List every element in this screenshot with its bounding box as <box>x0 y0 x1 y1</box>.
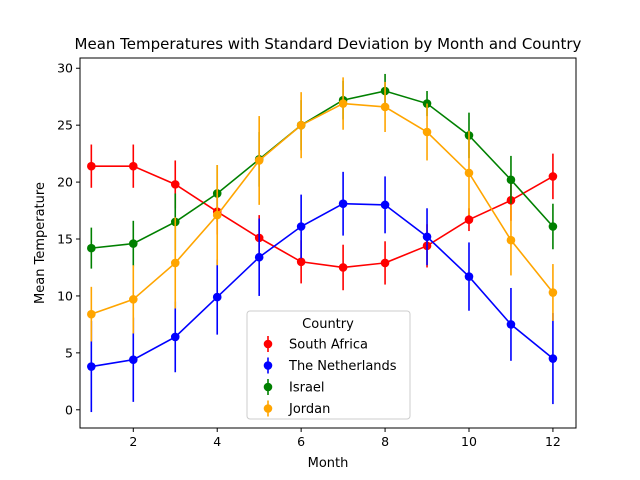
data-point <box>548 288 558 297</box>
y-tick-label: 0 <box>65 402 73 417</box>
series-line <box>91 90 554 249</box>
legend-entry: The Netherlands <box>263 357 397 374</box>
data-point <box>464 272 474 281</box>
data-point <box>380 200 390 210</box>
y-tick-label: 10 <box>57 288 73 303</box>
data-point <box>422 127 432 137</box>
legend-label: Jordan <box>288 402 330 417</box>
legend-title: Country <box>302 317 354 332</box>
legend-label: The Netherlands <box>288 359 397 374</box>
data-point <box>506 320 516 329</box>
data-point <box>338 263 348 272</box>
data-point <box>422 99 432 108</box>
data-point <box>548 172 558 181</box>
legend-entry: South Africa <box>263 336 368 353</box>
x-axis-label: Month <box>308 456 349 471</box>
y-axis: 0 5 10 15 20 25 30 <box>57 61 80 417</box>
data-point <box>254 252 264 262</box>
y-tick-label: 15 <box>57 232 73 247</box>
data-point <box>87 161 96 171</box>
legend-label: South Africa <box>289 338 368 353</box>
x-tick-label: 12 <box>545 434 561 449</box>
legend-marker <box>263 339 273 349</box>
legend-entry: Jordan <box>263 400 330 417</box>
series-layer <box>87 73 558 413</box>
data-point <box>338 199 348 209</box>
y-tick-label: 20 <box>57 175 73 190</box>
data-point <box>548 222 558 231</box>
y-axis-label: Mean Temperature <box>33 182 48 304</box>
x-tick-label: 6 <box>297 434 305 449</box>
legend-marker <box>263 404 273 413</box>
data-point <box>422 232 432 242</box>
legend-entry: Israel <box>263 379 325 396</box>
series <box>87 171 558 413</box>
x-axis: 2 4 6 8 10 12 <box>129 428 561 449</box>
data-point <box>87 362 96 371</box>
data-point <box>212 292 222 302</box>
data-point <box>212 210 222 220</box>
data-point <box>87 243 96 253</box>
series-line <box>91 102 554 315</box>
data-point <box>170 258 180 268</box>
data-point <box>128 295 138 304</box>
data-point <box>170 332 180 342</box>
data-point <box>128 239 138 248</box>
legend-entries: South Africa The Netherlands Israel Jordan <box>263 336 397 417</box>
legend-marker <box>263 361 273 370</box>
legend-box <box>246 310 411 420</box>
data-point <box>254 156 264 165</box>
data-point <box>506 175 516 185</box>
x-tick-label: 8 <box>381 434 389 449</box>
legend-marker <box>263 382 273 392</box>
plot-area <box>79 57 577 429</box>
data-point <box>128 355 138 364</box>
chart-title: Mean Temperatures with Standard Deviatio… <box>75 35 582 53</box>
data-point <box>296 222 306 231</box>
data-point <box>296 257 306 267</box>
x-tick-label: 2 <box>129 434 137 449</box>
data-point <box>338 99 348 108</box>
data-point <box>87 309 96 319</box>
data-point <box>464 215 474 224</box>
series <box>87 144 558 291</box>
data-point <box>464 168 474 178</box>
data-point <box>170 180 180 189</box>
data-point <box>128 161 138 171</box>
data-point <box>296 120 306 130</box>
data-point <box>548 354 558 363</box>
data-point <box>380 102 390 112</box>
data-point <box>380 258 390 268</box>
series <box>87 77 558 342</box>
y-tick-label: 25 <box>57 118 73 133</box>
x-tick-label: 10 <box>461 434 477 449</box>
y-tick-label: 5 <box>65 345 73 360</box>
series-line <box>91 202 554 368</box>
series <box>87 73 558 269</box>
legend-label: Israel <box>289 381 325 396</box>
data-point <box>506 235 516 245</box>
x-tick-label: 4 <box>213 434 221 449</box>
y-tick-label: 30 <box>57 61 73 76</box>
series-line <box>91 165 554 269</box>
legend: Country South Africa The Netherlands Israe… <box>246 310 411 420</box>
